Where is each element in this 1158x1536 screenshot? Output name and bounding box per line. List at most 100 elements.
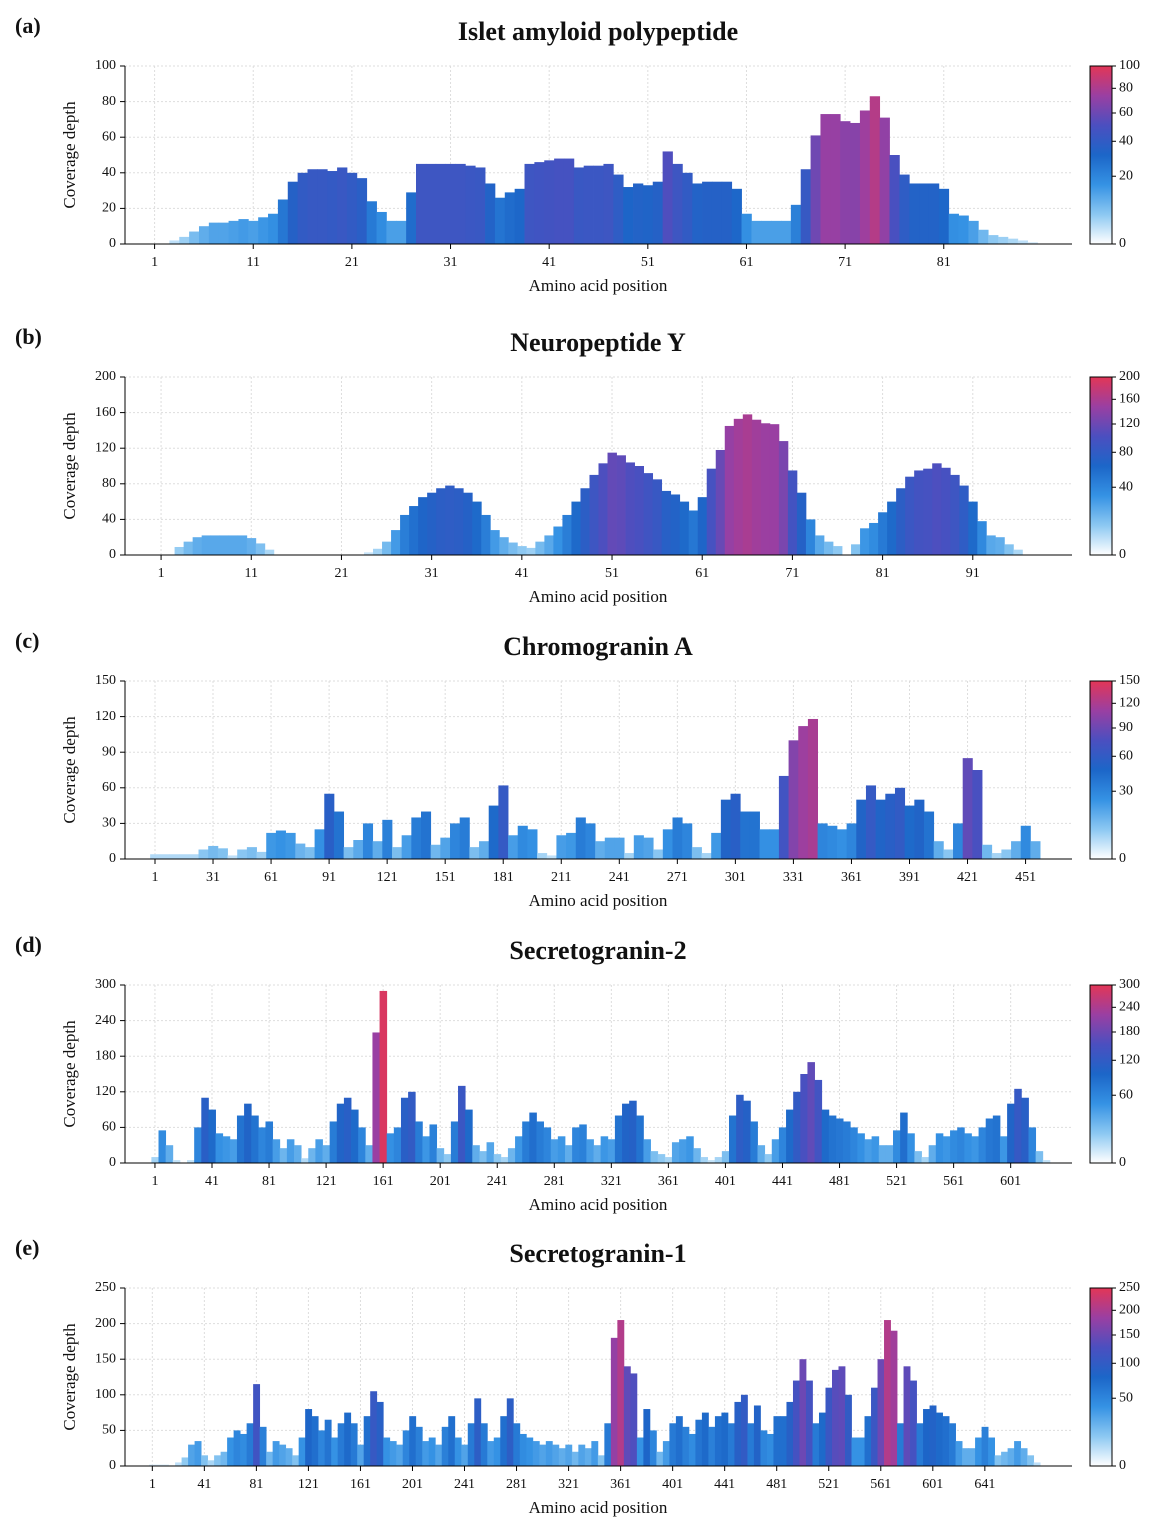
colorbar-tick-label: 240 <box>1119 1000 1140 1015</box>
bar <box>277 199 289 244</box>
x-tick-label: 1 <box>158 566 165 581</box>
bar <box>652 479 663 555</box>
bar <box>208 222 220 244</box>
bar <box>593 165 604 244</box>
bar <box>219 535 230 555</box>
y-tick-label: 90 <box>102 744 116 759</box>
bar <box>469 847 480 859</box>
bar <box>183 541 194 555</box>
bar <box>814 535 825 555</box>
bar <box>344 1412 352 1466</box>
bar <box>751 419 762 555</box>
y-tick-label: 150 <box>95 1351 116 1366</box>
x-tick-label: 71 <box>838 255 852 270</box>
bar <box>322 1145 331 1163</box>
bar <box>616 455 626 555</box>
colorbar <box>1089 680 1113 860</box>
bar <box>258 1127 266 1163</box>
bar <box>686 1136 694 1163</box>
chart-title: Islet amyloid polypeptide <box>458 17 738 46</box>
bar <box>389 1441 397 1466</box>
y-tick-label: 50 <box>102 1423 116 1438</box>
bar <box>643 1139 651 1163</box>
bar <box>515 1136 523 1163</box>
x-tick-label: 391 <box>899 870 920 885</box>
x-axis-label: Amino acid position <box>529 1498 668 1517</box>
x-tick-label: 181 <box>493 870 514 885</box>
bar <box>790 204 802 244</box>
bar <box>396 220 407 244</box>
bar <box>443 1154 452 1163</box>
bar <box>220 1451 228 1466</box>
x-tick-label: 281 <box>544 1174 565 1189</box>
bar <box>272 1139 281 1163</box>
bar <box>539 1444 547 1466</box>
bar <box>189 231 200 244</box>
x-tick-label: 41 <box>542 255 556 270</box>
bar <box>950 1130 958 1163</box>
bar <box>1014 1441 1022 1466</box>
bar <box>769 829 780 859</box>
bar <box>571 501 581 555</box>
bar <box>936 1412 943 1466</box>
x-tick-label: 241 <box>454 1477 475 1492</box>
bar <box>155 1464 163 1466</box>
x-tick-label: 71 <box>785 566 799 581</box>
bar <box>436 1148 445 1163</box>
colorbar-tick-label: 80 <box>1119 81 1133 96</box>
bar <box>643 837 654 859</box>
bar <box>479 841 490 859</box>
bar <box>858 1437 865 1466</box>
bar <box>740 811 751 859</box>
bar <box>857 1133 865 1163</box>
bar <box>864 1416 872 1466</box>
bar <box>622 1103 630 1163</box>
x-tick-label: 121 <box>377 870 398 885</box>
bar <box>508 835 519 859</box>
bar <box>194 1441 202 1466</box>
panel-label: (d) <box>15 932 42 957</box>
bar <box>391 847 403 859</box>
bar <box>968 220 979 244</box>
x-axis-label: Amino acid position <box>529 891 668 910</box>
bar <box>208 1109 216 1163</box>
bar <box>268 213 279 244</box>
x-tick-label: 61 <box>264 870 278 885</box>
colorbar-tick-label: 120 <box>1119 1052 1140 1067</box>
bar <box>558 1448 566 1466</box>
bar <box>991 853 1002 859</box>
x-tick-label: 11 <box>246 255 259 270</box>
bar <box>149 1464 156 1466</box>
colorbar-tick-label: 60 <box>1119 748 1133 763</box>
y-tick-label: 40 <box>102 512 116 527</box>
y-axis-label: Coverage depth <box>60 716 79 824</box>
bar <box>751 220 762 244</box>
bar <box>372 1032 380 1163</box>
bar <box>376 1401 384 1466</box>
x-tick-label: 21 <box>345 255 359 270</box>
bar <box>679 501 690 555</box>
bar <box>571 1451 579 1466</box>
y-tick-label: 60 <box>102 780 116 795</box>
bar <box>836 829 848 859</box>
bar <box>893 1130 901 1163</box>
bar <box>985 1118 994 1163</box>
bar <box>695 1419 703 1466</box>
colorbar-tick-label: 120 <box>1119 696 1140 711</box>
bar <box>793 1091 801 1163</box>
y-tick-label: 20 <box>102 201 116 216</box>
bar <box>805 519 816 555</box>
bar <box>467 1423 475 1466</box>
bar <box>733 418 744 555</box>
bar <box>151 1157 159 1163</box>
bar <box>237 535 248 555</box>
bar <box>578 1444 586 1466</box>
bar <box>1030 841 1041 859</box>
bar <box>255 543 266 555</box>
bar <box>929 1405 937 1466</box>
bar <box>715 449 726 555</box>
bar <box>337 1423 345 1466</box>
bar <box>429 1124 438 1163</box>
bar <box>292 1455 300 1466</box>
chart-title: Secretogranin-1 <box>509 1239 686 1268</box>
